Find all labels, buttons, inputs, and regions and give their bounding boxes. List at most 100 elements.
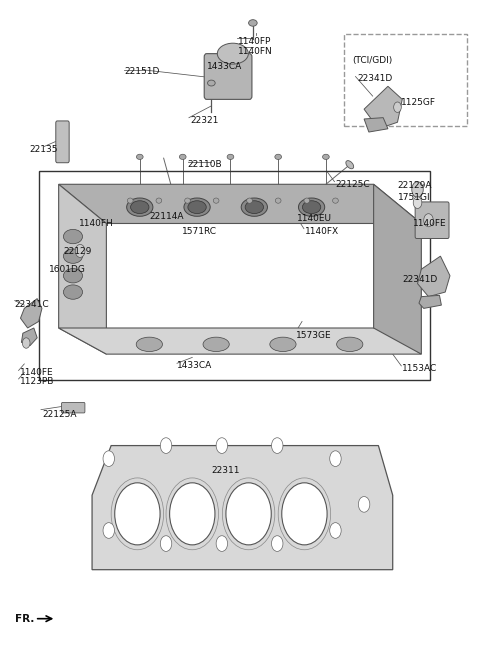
Ellipse shape	[136, 154, 143, 159]
Ellipse shape	[333, 198, 338, 203]
Text: 1140FE: 1140FE	[413, 219, 446, 228]
Ellipse shape	[304, 198, 310, 203]
Circle shape	[330, 523, 341, 539]
Text: 1140EU: 1140EU	[297, 214, 332, 223]
Text: 1433CA: 1433CA	[206, 62, 242, 72]
Ellipse shape	[185, 198, 191, 203]
Polygon shape	[364, 117, 388, 132]
Text: 1571RC: 1571RC	[182, 227, 217, 236]
Polygon shape	[373, 184, 421, 354]
Circle shape	[330, 451, 341, 466]
Ellipse shape	[249, 20, 257, 26]
Circle shape	[23, 338, 30, 348]
Ellipse shape	[217, 43, 248, 64]
Ellipse shape	[270, 337, 296, 352]
Circle shape	[413, 197, 422, 209]
Text: 1433CA: 1433CA	[177, 361, 212, 371]
FancyBboxPatch shape	[204, 54, 252, 99]
Ellipse shape	[207, 80, 215, 86]
Ellipse shape	[247, 198, 252, 203]
Ellipse shape	[127, 198, 133, 203]
Ellipse shape	[63, 285, 83, 299]
Ellipse shape	[302, 201, 321, 214]
Polygon shape	[59, 328, 421, 354]
Ellipse shape	[156, 198, 162, 203]
Text: 22321: 22321	[190, 115, 218, 125]
Text: 1140FX: 1140FX	[305, 227, 339, 236]
Polygon shape	[21, 298, 42, 328]
Ellipse shape	[323, 154, 329, 159]
Ellipse shape	[188, 201, 206, 214]
Text: 22110B: 22110B	[188, 160, 222, 169]
Text: 1123PB: 1123PB	[20, 377, 54, 386]
Text: 22311: 22311	[211, 466, 240, 475]
Text: 22341D: 22341D	[402, 274, 437, 283]
FancyBboxPatch shape	[56, 121, 69, 163]
Polygon shape	[22, 328, 37, 346]
Text: 22125A: 22125A	[42, 410, 76, 419]
FancyBboxPatch shape	[61, 403, 85, 413]
Text: 22129A: 22129A	[397, 181, 432, 190]
Text: 1140FH: 1140FH	[79, 219, 113, 228]
Circle shape	[216, 438, 228, 453]
Text: 1601DG: 1601DG	[49, 265, 86, 274]
Text: 1140FN: 1140FN	[238, 47, 272, 56]
Circle shape	[216, 536, 228, 552]
Ellipse shape	[63, 268, 83, 283]
Ellipse shape	[282, 483, 327, 545]
Circle shape	[412, 182, 423, 197]
Polygon shape	[59, 184, 421, 224]
Circle shape	[75, 245, 85, 257]
Circle shape	[272, 536, 283, 552]
Ellipse shape	[245, 201, 264, 214]
FancyBboxPatch shape	[415, 202, 449, 239]
Ellipse shape	[276, 198, 281, 203]
Text: 1140FP: 1140FP	[238, 37, 271, 47]
Ellipse shape	[169, 483, 215, 545]
Circle shape	[103, 523, 115, 539]
Ellipse shape	[299, 198, 324, 216]
Text: 22129: 22129	[63, 247, 92, 256]
Text: 22341C: 22341C	[15, 300, 49, 309]
Circle shape	[424, 214, 433, 227]
Text: 22151D: 22151D	[124, 68, 160, 77]
Circle shape	[359, 497, 370, 512]
Circle shape	[160, 438, 172, 453]
Text: 22114A: 22114A	[149, 213, 184, 222]
Ellipse shape	[127, 198, 153, 216]
Ellipse shape	[63, 249, 83, 263]
Polygon shape	[418, 256, 450, 297]
Ellipse shape	[115, 483, 160, 545]
Text: 1140FE: 1140FE	[20, 368, 53, 377]
Polygon shape	[92, 445, 393, 569]
Ellipse shape	[346, 161, 354, 169]
Text: 1573GE: 1573GE	[296, 331, 332, 340]
Ellipse shape	[336, 337, 363, 352]
Text: 22125C: 22125C	[336, 180, 370, 189]
Text: FR.: FR.	[15, 614, 34, 625]
Ellipse shape	[203, 337, 229, 352]
Circle shape	[272, 438, 283, 453]
Text: 1125GF: 1125GF	[401, 98, 436, 107]
Ellipse shape	[184, 198, 210, 216]
Ellipse shape	[63, 230, 83, 244]
Ellipse shape	[226, 483, 271, 545]
Text: 22341D: 22341D	[357, 74, 392, 83]
Text: 1751GI: 1751GI	[397, 193, 430, 202]
Ellipse shape	[136, 337, 162, 352]
Text: 1153AC: 1153AC	[402, 364, 437, 373]
Text: 22135: 22135	[29, 144, 58, 154]
Polygon shape	[419, 295, 442, 308]
Circle shape	[103, 451, 115, 466]
Ellipse shape	[180, 154, 186, 159]
Ellipse shape	[241, 198, 267, 216]
Polygon shape	[364, 87, 402, 129]
Circle shape	[160, 536, 172, 552]
Ellipse shape	[213, 198, 219, 203]
Ellipse shape	[131, 201, 149, 214]
Ellipse shape	[275, 154, 281, 159]
Ellipse shape	[227, 154, 234, 159]
Polygon shape	[59, 184, 107, 354]
Text: (TCI/GDI): (TCI/GDI)	[352, 56, 392, 65]
Circle shape	[394, 102, 401, 112]
